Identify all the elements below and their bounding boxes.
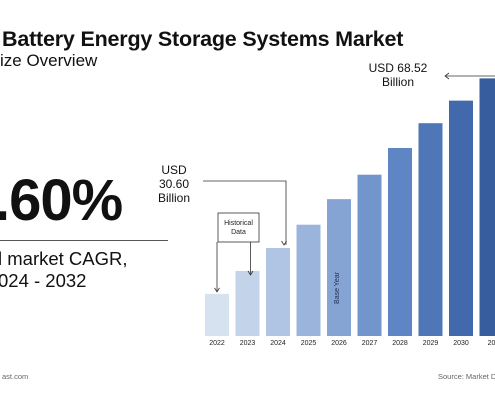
- divider: [0, 240, 168, 241]
- usd-2024-connector: [203, 180, 287, 246]
- cagr-value: .60%: [0, 168, 123, 233]
- bar-2025: [296, 224, 321, 336]
- x-tick-label: 2029: [423, 340, 439, 347]
- cagr-label-line1: l market CAGR,: [0, 248, 128, 269]
- x-tick-label: 2028: [392, 340, 408, 347]
- arrow-2023-head: [247, 270, 254, 276]
- base-year-label: Base Year: [334, 271, 341, 304]
- x-tick-label: 2030: [453, 340, 469, 347]
- historical-data-label: Data: [231, 229, 246, 236]
- cagr-label-line2: 024 - 2032: [0, 270, 87, 291]
- x-tick-label: 2027: [362, 340, 378, 347]
- page-title: Battery Energy Storage Systems Market: [2, 27, 404, 51]
- usd-2024-label: Billion: [158, 191, 190, 205]
- x-tick-label: 2025: [301, 340, 317, 347]
- bar-2029: [418, 123, 443, 337]
- footer-source-right: Source: Market D: [438, 372, 495, 381]
- footer-source-left: ast.com: [2, 372, 29, 381]
- bar-2023: [235, 270, 260, 336]
- bar-2028: [388, 148, 412, 336]
- usd-2024-label: USD: [161, 163, 187, 177]
- bar-20: [479, 78, 495, 336]
- usd-2032-label: USD 68.52: [369, 61, 428, 75]
- bar-2030: [449, 100, 473, 337]
- historical-data-label: Historical: [224, 220, 253, 227]
- usd-2032-arrow-head: [444, 72, 450, 80]
- cagr-label: l market CAGR, 024 - 2032: [0, 248, 128, 292]
- bar-2027: [357, 174, 382, 336]
- x-tick-label: 2026: [331, 340, 347, 347]
- bar-2024: [266, 248, 290, 336]
- x-tick-label: 20: [488, 340, 495, 347]
- arrow-2022-head: [214, 287, 220, 293]
- x-tick-label: 2024: [270, 340, 286, 347]
- bar-2026: [327, 199, 351, 336]
- x-tick-label: 2022: [209, 340, 225, 347]
- x-tick-label: 2023: [240, 340, 256, 347]
- usd-2032-label: Billion: [382, 75, 414, 89]
- usd-2024-arrow-head: [281, 240, 287, 246]
- page-subtitle: ize Overview: [0, 51, 98, 70]
- usd-2024-label: 30.60: [159, 177, 189, 191]
- historical-data-box: [217, 212, 260, 243]
- bar-2022: [205, 293, 229, 336]
